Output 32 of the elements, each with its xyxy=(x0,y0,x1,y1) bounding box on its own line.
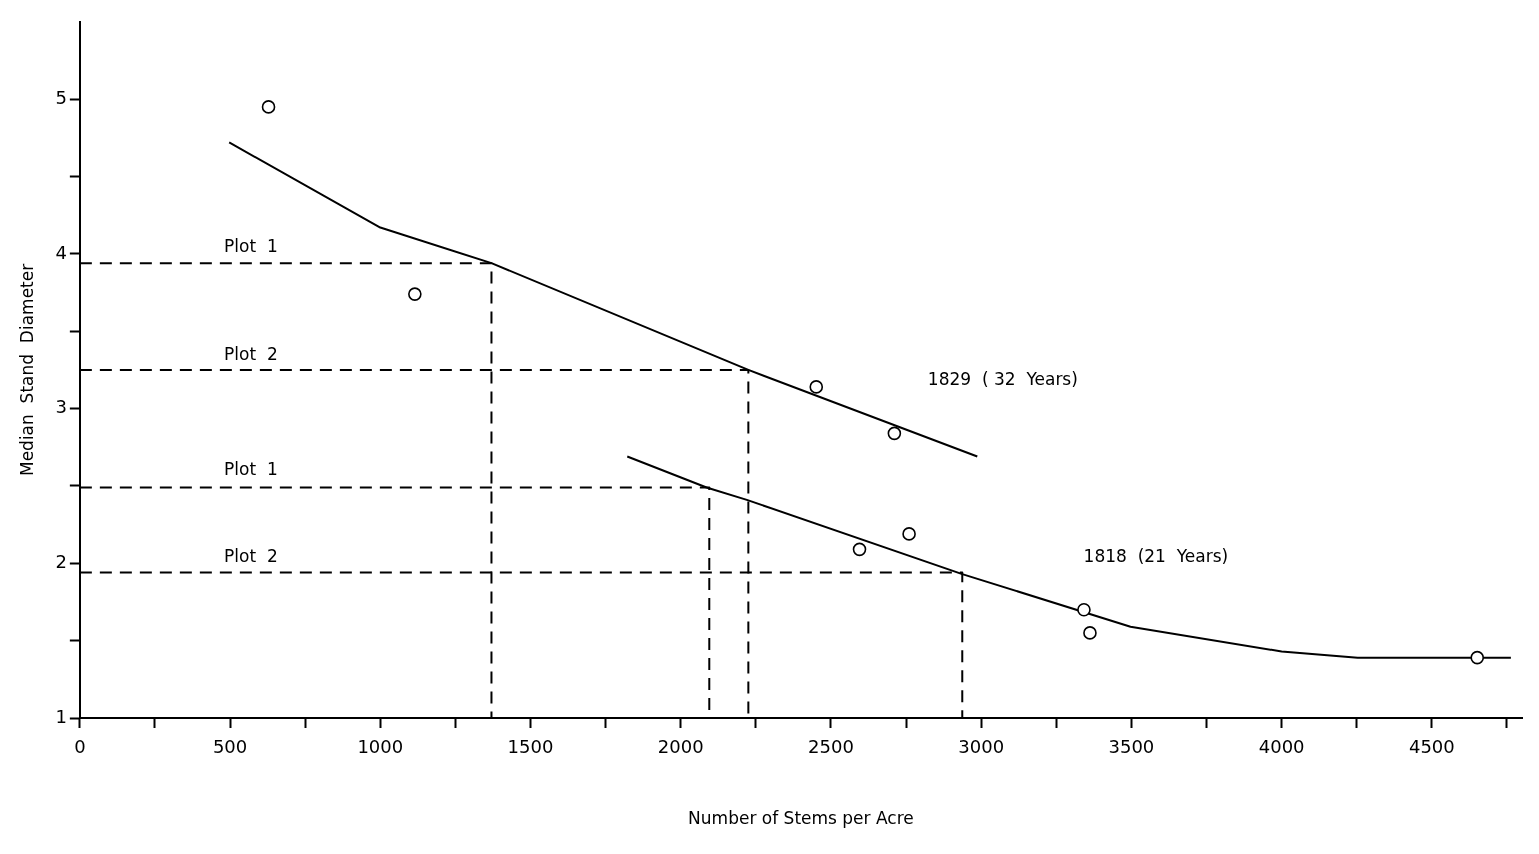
x-tick-label: 1500 xyxy=(507,736,554,758)
x-tick-label: 2500 xyxy=(808,736,854,758)
y-tick-label: 1 xyxy=(55,705,67,727)
x-tick-label: 500 xyxy=(212,736,248,758)
annotation: Plot 1 xyxy=(224,458,278,479)
x-tick-label: 4000 xyxy=(1258,736,1305,758)
x-tick-label: 0 xyxy=(74,736,86,758)
annotation: Plot 2 xyxy=(224,545,278,566)
point xyxy=(887,426,902,441)
annotation: 1829 ( 32 Years) xyxy=(927,369,1078,390)
point xyxy=(408,287,422,301)
point xyxy=(902,527,916,541)
x-tick-label: 4500 xyxy=(1408,736,1455,758)
x-tick-label: 2000 xyxy=(657,736,704,758)
x-axis-title: Number of Stems per Acre xyxy=(688,808,914,829)
point xyxy=(1077,602,1091,617)
annotation: Plot 2 xyxy=(224,344,278,365)
point xyxy=(852,542,867,557)
annotation: Plot 1 xyxy=(224,235,278,256)
x-tick-label: 3000 xyxy=(958,736,1005,758)
point xyxy=(261,100,276,114)
y-tick-label: 4 xyxy=(55,241,67,263)
y-tick-label: 5 xyxy=(55,86,67,108)
point xyxy=(809,380,824,394)
y-axis-title: Median Stand Diameter xyxy=(16,263,37,477)
point xyxy=(1470,650,1485,665)
annotation: 1818 (21 Years) xyxy=(1083,545,1229,566)
y-tick-label: 2 xyxy=(55,550,67,572)
point xyxy=(1083,626,1097,640)
x-tick-label: 3500 xyxy=(1108,736,1155,758)
y-tick-label: 3 xyxy=(55,396,67,418)
x-tick-label: 1000 xyxy=(357,736,404,758)
